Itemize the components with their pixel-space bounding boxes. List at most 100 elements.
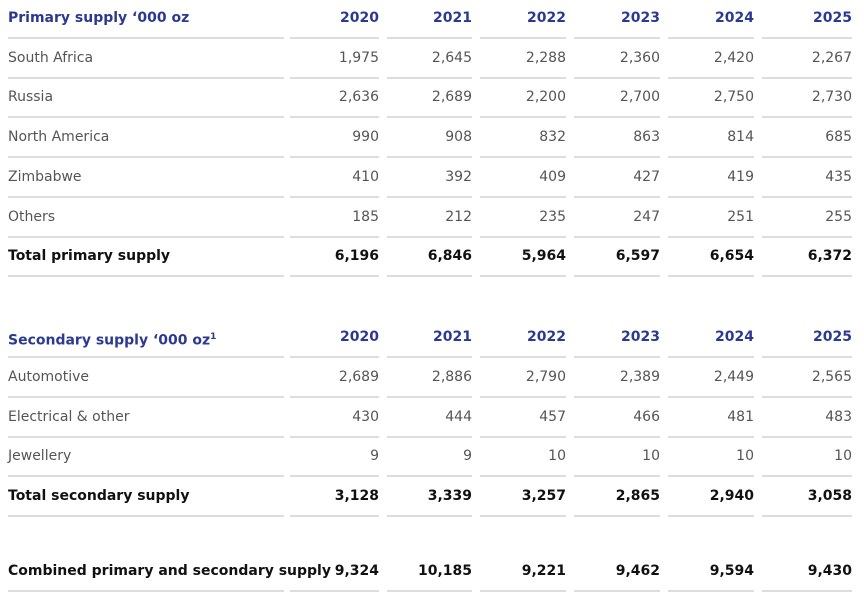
row-rule xyxy=(574,356,660,359)
row-rule xyxy=(387,356,472,359)
row-rule xyxy=(762,435,852,438)
row-rule xyxy=(668,475,754,478)
data-row-value: 2,200 xyxy=(525,89,566,106)
year-header: 2020 xyxy=(340,10,379,26)
data-row-value: 2,565 xyxy=(811,368,852,385)
data-row-value: 2,886 xyxy=(431,368,472,385)
row-rule xyxy=(762,37,852,39)
combined-row-value: 9,324 xyxy=(334,563,379,579)
row-rule xyxy=(8,590,284,592)
data-row-value: 2,267 xyxy=(811,49,852,66)
row-rule xyxy=(8,156,284,159)
row-rule xyxy=(290,435,379,438)
data-row-value: 9 xyxy=(370,448,379,465)
row-rule xyxy=(668,116,754,119)
data-row-value: 2,700 xyxy=(619,89,660,106)
row-rule xyxy=(480,515,566,517)
total-row-value: 6,654 xyxy=(709,248,754,265)
row-rule xyxy=(8,76,284,79)
row-rule xyxy=(8,116,284,119)
row-rule xyxy=(480,435,566,438)
row-rule xyxy=(387,37,472,39)
row-rule xyxy=(574,37,660,39)
footnote-marker: 1 xyxy=(210,332,217,343)
data-row-value: 409 xyxy=(539,168,566,185)
row-rule xyxy=(8,195,284,198)
row-rule xyxy=(290,235,379,238)
data-row-value: 990 xyxy=(352,129,379,146)
row-rule xyxy=(574,156,660,159)
row-rule xyxy=(762,590,852,592)
row-rule xyxy=(387,195,472,198)
total-row-value: 3,339 xyxy=(427,488,472,504)
row-rule xyxy=(668,195,754,198)
row-rule xyxy=(574,475,660,478)
data-row-value: 908 xyxy=(445,129,472,146)
data-row-label: South Africa xyxy=(8,49,94,66)
data-row-value: 483 xyxy=(825,408,852,425)
year-header: 2023 xyxy=(621,329,660,346)
row-rule xyxy=(290,275,379,278)
data-row-value: 10 xyxy=(642,448,660,465)
data-row-value: 2,389 xyxy=(619,368,660,385)
year-header: 2025 xyxy=(813,10,852,26)
row-rule xyxy=(668,235,754,238)
combined-row-value: 9,462 xyxy=(615,563,660,579)
data-row-value: 444 xyxy=(445,408,472,425)
year-header: 2022 xyxy=(527,329,566,346)
row-rule xyxy=(574,395,660,398)
row-rule xyxy=(668,515,754,517)
combined-row-value: 9,221 xyxy=(521,563,566,579)
row-rule xyxy=(480,395,566,398)
row-rule xyxy=(480,275,566,278)
row-rule xyxy=(480,235,566,238)
row-rule xyxy=(290,590,379,592)
data-row-value: 814 xyxy=(727,129,754,146)
row-rule xyxy=(8,37,284,39)
data-row-value: 9 xyxy=(463,448,472,465)
total-row-value: 6,597 xyxy=(615,248,660,265)
year-header: 2024 xyxy=(715,329,754,346)
year-header: 2021 xyxy=(433,10,472,26)
data-row-value: 212 xyxy=(445,208,472,225)
row-rule xyxy=(8,475,284,478)
data-row-value: 185 xyxy=(352,208,379,225)
section-title: Secondary supply ‘000 oz1 xyxy=(8,332,217,349)
data-row-value: 457 xyxy=(539,408,566,425)
row-rule xyxy=(762,156,852,159)
data-row-value: 427 xyxy=(633,168,660,185)
row-rule xyxy=(480,156,566,159)
row-rule xyxy=(668,435,754,438)
data-row-value: 2,449 xyxy=(713,368,754,385)
total-row-value: 2,940 xyxy=(709,488,754,504)
total-row-value: 2,865 xyxy=(615,488,660,504)
total-row-label: Total primary supply xyxy=(8,248,171,265)
data-row-value: 255 xyxy=(825,208,852,225)
row-rule xyxy=(387,116,472,119)
row-rule xyxy=(574,590,660,592)
data-row-value: 2,636 xyxy=(338,89,379,106)
row-rule xyxy=(290,475,379,478)
data-row-value: 2,288 xyxy=(525,49,566,66)
data-row-value: 419 xyxy=(727,168,754,185)
data-row-value: 430 xyxy=(352,408,379,425)
total-row-value: 6,372 xyxy=(807,248,852,265)
row-rule xyxy=(290,76,379,79)
row-rule xyxy=(574,275,660,278)
row-rule xyxy=(762,195,852,198)
row-rule xyxy=(387,156,472,159)
row-rule xyxy=(8,275,284,278)
row-rule xyxy=(574,515,660,517)
row-rule xyxy=(668,76,754,79)
row-rule xyxy=(668,395,754,398)
row-rule xyxy=(574,235,660,238)
data-row-value: 2,645 xyxy=(431,49,472,66)
year-header: 2024 xyxy=(715,10,754,26)
row-rule xyxy=(762,76,852,79)
data-row-label: Automotive xyxy=(8,368,89,385)
data-row-value: 247 xyxy=(633,208,660,225)
row-rule xyxy=(574,195,660,198)
combined-row-value: 9,430 xyxy=(807,563,852,579)
row-rule xyxy=(574,116,660,119)
